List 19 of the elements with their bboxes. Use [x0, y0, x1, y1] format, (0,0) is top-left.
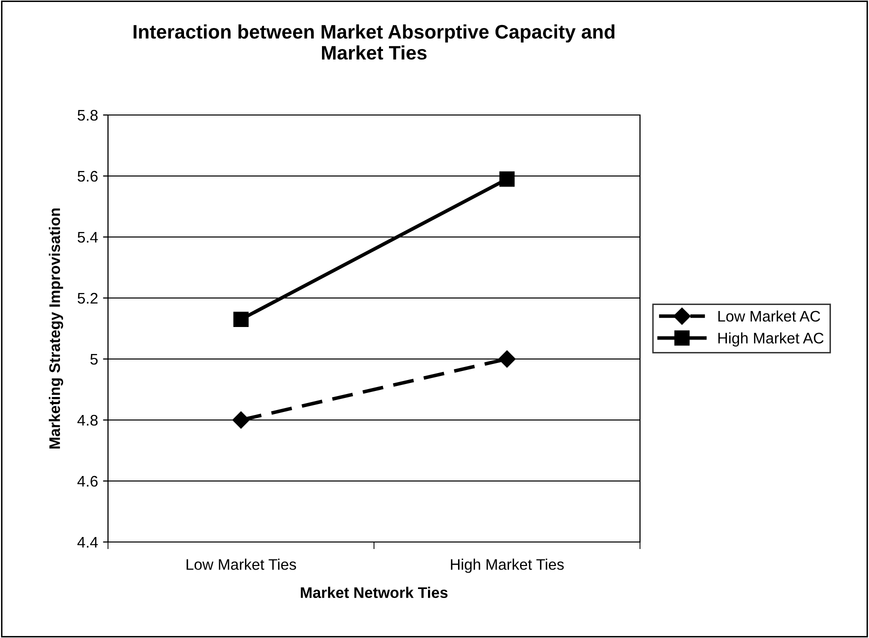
- legend-label: Low Market AC: [718, 310, 820, 322]
- legend-label: High Market AC: [718, 332, 824, 347]
- y-tick-label: 5.4: [78, 232, 98, 243]
- point: [499, 171, 515, 187]
- point: [498, 350, 516, 368]
- y-tick-label: 5: [90, 354, 98, 365]
- point: [233, 312, 249, 327]
- x-tick-label: High Market Ties: [450, 558, 564, 573]
- chart-title: Interaction between Market Absorptive Capacity and Market Ties: [134, 24, 614, 60]
- y-axis-title: Marketing Strategy Improvisation: [48, 208, 64, 448]
- x-tick-label: Low Market Ties: [186, 558, 296, 570]
- y-tick-label: 4.8: [77, 414, 98, 426]
- y-tick-label: 4.6: [77, 476, 98, 487]
- point: [232, 411, 250, 429]
- y-tick-label: 5.8: [78, 110, 98, 121]
- y-tick-label: 5.2: [78, 292, 98, 304]
- y-tick-label: 5.6: [78, 170, 98, 182]
- y-tick-label: 4.4: [77, 537, 98, 548]
- x-axis-title: Market Network Ties: [300, 586, 448, 598]
